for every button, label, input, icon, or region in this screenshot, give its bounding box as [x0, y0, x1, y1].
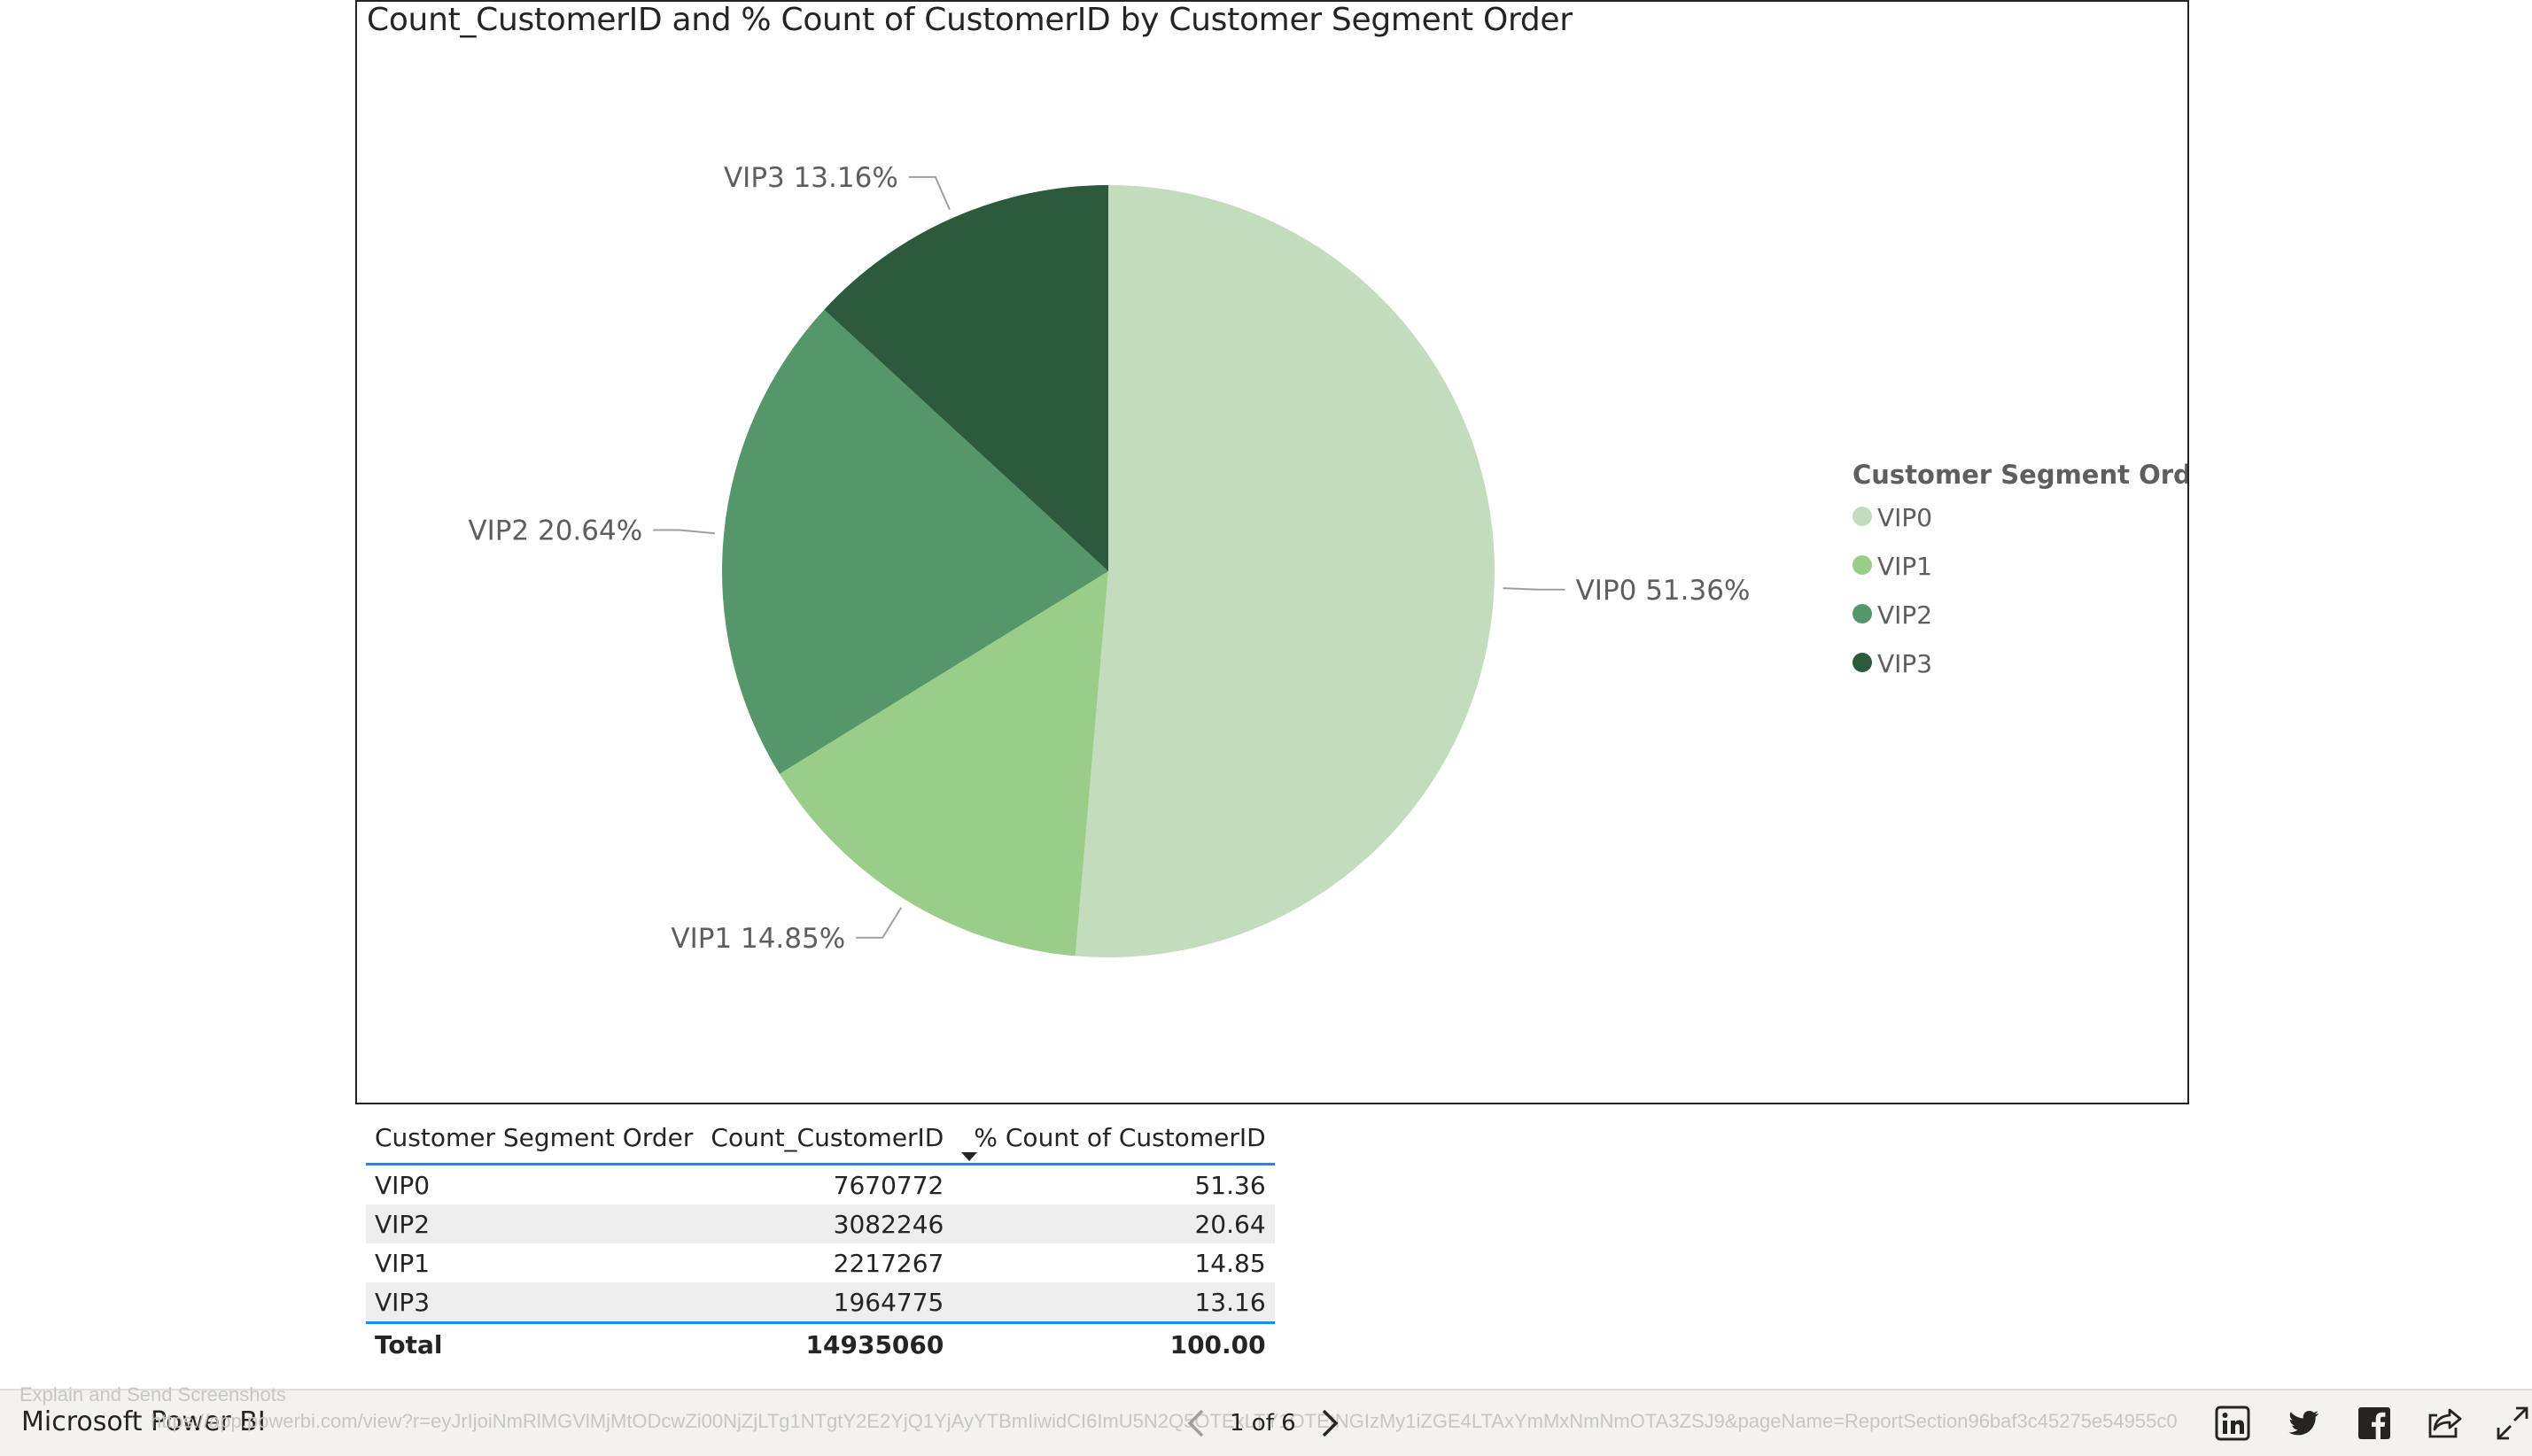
legend-label: VIP3 [1877, 649, 1932, 678]
legend-label: VIP1 [1877, 552, 1932, 581]
cell-count: 3082246 [702, 1204, 953, 1243]
leader-line [653, 529, 716, 535]
cell-count: 1964775 [702, 1282, 953, 1323]
header-count[interactable]: Count_CustomerID [702, 1111, 953, 1166]
data-table: Customer Segment Order Count_CustomerID … [366, 1111, 1275, 1365]
chevron-left-icon [1187, 1409, 1204, 1437]
pie-slice-vip0[interactable] [1075, 185, 1495, 957]
chart-title: Count_CustomerID and % Count of Customer… [367, 2, 1573, 38]
legend-marker [1852, 604, 1872, 623]
cell-segment: VIP1 [375, 1248, 431, 1278]
pie-slice-vip2[interactable] [722, 309, 1108, 774]
legend-label: VIP2 [1877, 600, 1932, 630]
powerbi-brand-link[interactable]: Microsoft Power BI [21, 1406, 266, 1437]
header-segment[interactable]: Customer Segment Order [366, 1111, 703, 1166]
legend-item-vip1[interactable]: VIP1 [1852, 552, 1932, 581]
data-label-vip1: VIP1 14.85% [671, 923, 845, 955]
legend-title: Customer Segment Order [1852, 460, 2187, 490]
header-percent-label: % Count of CustomerID [974, 1122, 1266, 1152]
legend-label: VIP0 [1877, 503, 1932, 532]
legend-item-vip0[interactable]: VIP0 [1852, 503, 1932, 532]
page-indicator: 1 of 6 [1230, 1410, 1296, 1437]
data-label-vip3: VIP3 13.16% [724, 162, 898, 194]
legend-marker [1852, 507, 1872, 526]
pie-chart-visual[interactable]: Count_CustomerID and % Count of Customer… [355, 0, 2189, 1104]
legend-marker [1852, 653, 1872, 672]
previous-page-button[interactable] [1178, 1406, 1214, 1441]
leader-line [856, 907, 903, 939]
twitter-icon[interactable] [2285, 1405, 2322, 1442]
cell-segment: VIP0 [375, 1170, 431, 1200]
legend-item-vip3[interactable]: VIP3 [1852, 649, 1932, 678]
table-row: VIP0 7670772 51.36 [366, 1165, 1275, 1205]
total-percent: 100.00 [952, 1321, 1275, 1365]
cell-segment: VIP3 [366, 1282, 703, 1323]
legend-item-vip2[interactable]: VIP2 [1852, 600, 1932, 630]
data-label-vip0: VIP0 51.36% [1576, 575, 1751, 607]
data-label-vip2: VIP2 20.64% [468, 515, 642, 547]
facebook-icon[interactable] [2356, 1405, 2393, 1442]
pie-slice-vip3[interactable] [824, 185, 1108, 571]
report-canvas: Count_CustomerID and % Count of Customer… [355, 0, 2189, 1365]
page-navigator: 1 of 6 [1178, 1401, 1348, 1445]
cell-segment: VIP2 [366, 1204, 703, 1243]
cell-count: 7670772 [833, 1170, 944, 1200]
cell-percent: 20.64 [952, 1204, 1275, 1243]
fullscreen-icon[interactable] [2495, 1405, 2530, 1442]
linkedin-icon[interactable] [2214, 1405, 2251, 1442]
table-total-row: Total 14935060 100.00 [366, 1321, 1275, 1365]
cell-percent: 14.85 [1194, 1248, 1266, 1278]
cell-percent: 13.16 [952, 1282, 1275, 1323]
leader-line [908, 175, 951, 211]
next-page-button[interactable] [1312, 1406, 1348, 1441]
table-row: VIP3 1964775 13.16 [366, 1282, 1275, 1323]
leader-line [1503, 587, 1565, 591]
report-url: https://app.powerbi.com/view?r=eyJrIjoiN… [151, 1410, 2178, 1432]
pie-chart: VIP0 51.36% VIP1 14.85% VIP2 20.64% VIP3 13… [468, 162, 2187, 957]
chart-legend: Customer Segment Order VIP0 VIP1 VIP2 VIP3 [1852, 460, 2187, 678]
report-footer-bar: Microsoft Power BI https://app.powerbi.c… [0, 1389, 2532, 1456]
table-header-row: Customer Segment Order Count_CustomerID … [366, 1111, 1275, 1166]
table-row: VIP2 3082246 20.64 [366, 1204, 1275, 1243]
cell-percent: 51.36 [1194, 1170, 1266, 1200]
pie-slice-vip1[interactable] [779, 571, 1108, 956]
cell-count: 2217267 [833, 1248, 944, 1278]
table-row: VIP1 2217267 14.85 [366, 1243, 1275, 1282]
sort-descending-icon [961, 1152, 978, 1161]
total-count: 14935060 [702, 1321, 953, 1365]
total-label: Total [366, 1321, 703, 1365]
share-icon[interactable] [2427, 1405, 2464, 1442]
legend-marker [1852, 555, 1872, 575]
screenshot-tooltip: Explain and Send Screenshots [19, 1383, 286, 1406]
header-percent[interactable]: % Count of CustomerID [952, 1111, 1275, 1166]
chevron-right-icon [1322, 1409, 1339, 1437]
